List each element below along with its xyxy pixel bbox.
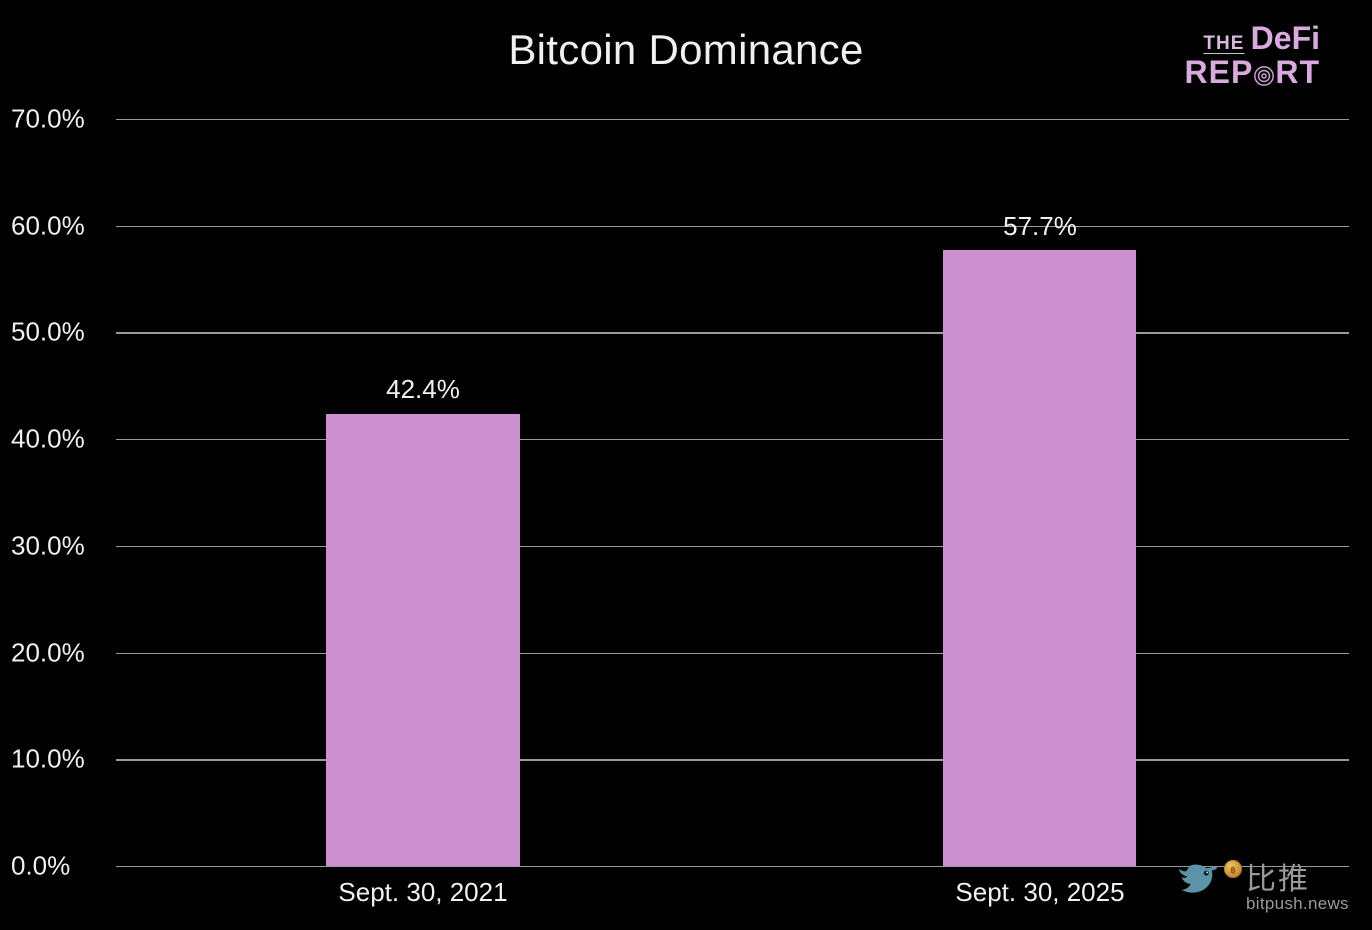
svg-text:฿: ฿ <box>1230 866 1235 875</box>
